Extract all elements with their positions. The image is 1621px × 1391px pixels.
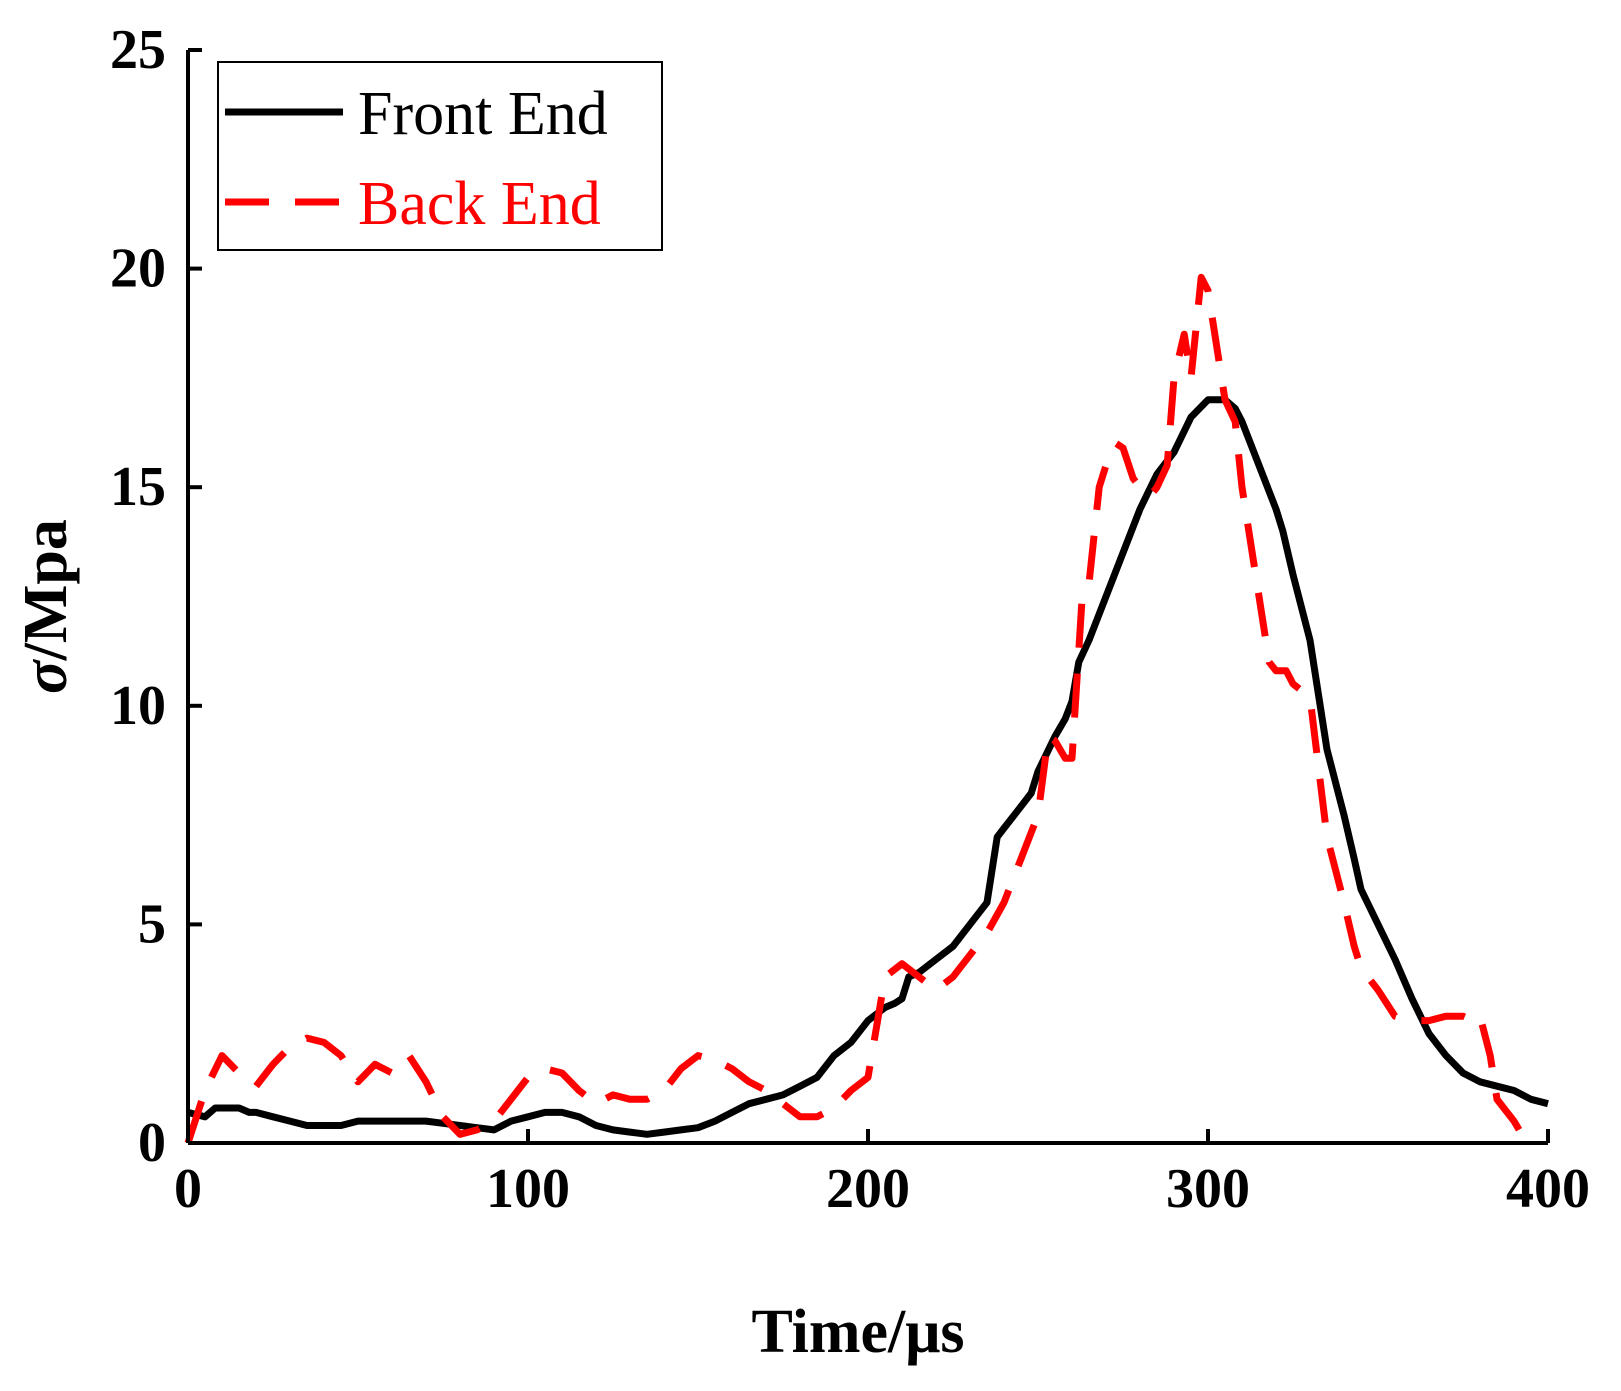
y-axis-unit: /Mpa xyxy=(12,519,80,661)
legend-box xyxy=(217,61,663,251)
y-tick-label: 20 xyxy=(110,238,166,300)
y-tick-label: 5 xyxy=(138,893,166,955)
legend-label-back-end: Back End xyxy=(358,170,601,238)
y-tick-label: 0 xyxy=(138,1112,166,1174)
x-tick-label: 200 xyxy=(826,1158,910,1220)
y-tick-label: 10 xyxy=(110,675,166,737)
y-axis-title: σ/Mpa xyxy=(12,519,80,694)
x-axis-title: Time/μs xyxy=(751,1298,964,1366)
series-layer xyxy=(184,273,1549,1146)
series-line-front-end xyxy=(187,396,1549,1138)
ticks: 0 5 10 15 20 25 0 100 200 300 400 xyxy=(110,19,1590,1220)
x-tick-label: 300 xyxy=(1166,1158,1250,1220)
y-tick-label: 15 xyxy=(110,456,166,518)
legend: Front End Back End xyxy=(217,61,663,251)
legend-label-front-end: Front End xyxy=(358,80,608,148)
x-tick-label: 400 xyxy=(1506,1158,1590,1220)
y-tick-label: 25 xyxy=(110,19,166,81)
y-axis-symbol: σ xyxy=(12,659,80,694)
series-line-back-end xyxy=(184,273,1533,1146)
x-tick-label: 0 xyxy=(174,1158,202,1220)
x-tick-label: 100 xyxy=(486,1158,570,1220)
